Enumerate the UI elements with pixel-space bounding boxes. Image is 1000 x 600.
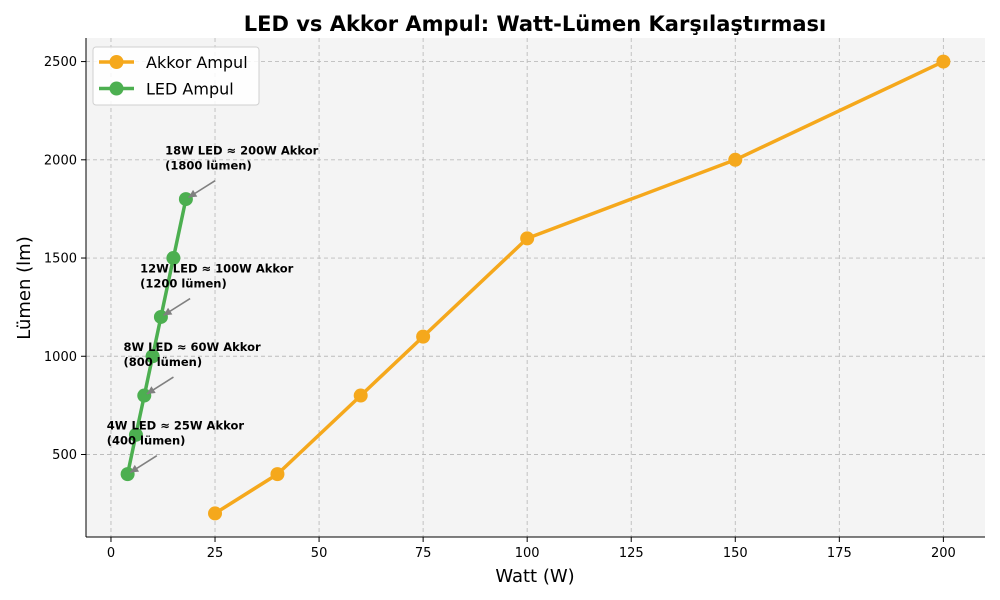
annotation-text: (800 lümen) (123, 355, 202, 369)
annotation-arrowhead (188, 189, 198, 198)
data-point (137, 388, 152, 403)
series-1 (120, 192, 193, 482)
x-tick-label: 200 (931, 546, 956, 561)
data-point (270, 467, 285, 482)
x-axis-label: Watt (W) (495, 566, 574, 587)
annotation-text: 4W LED ≈ 25W Akkor (107, 419, 245, 433)
data-point (208, 506, 223, 521)
x-tick-label: 150 (723, 546, 748, 561)
annotation-2: 12W LED ≈ 100W Akkor(1200 lümen) (140, 262, 294, 317)
series-layer (120, 54, 951, 521)
y-tick-label: 500 (52, 448, 77, 463)
annotation-text: 18W LED ≈ 200W Akkor (165, 144, 319, 158)
annotation-text: (1800 lümen) (165, 159, 252, 173)
data-point (520, 231, 535, 246)
legend-box (92, 46, 260, 106)
annotation-text: (1200 lümen) (140, 277, 227, 291)
legend: Akkor Ampul LED Ampul (92, 46, 260, 106)
data-point (728, 152, 743, 167)
annotation-0: 4W LED ≈ 25W Akkor(400 lümen) (107, 419, 245, 474)
legend-marker (109, 55, 124, 69)
x-tick-label: 0 (107, 546, 115, 561)
plot-background (86, 38, 985, 537)
y-tick-label: 1000 (44, 350, 77, 365)
data-point (178, 192, 193, 207)
legend-label: LED Ampul (146, 80, 234, 99)
data-point (166, 251, 181, 266)
annotation-3: 18W LED ≈ 200W Akkor(1800 lümen) (165, 144, 319, 199)
annotation-arrowhead (163, 307, 173, 316)
x-tick-label: 125 (619, 546, 644, 561)
data-point (416, 329, 431, 344)
data-point (353, 388, 368, 403)
y-tick-label: 2000 (44, 153, 77, 168)
annotations: 4W LED ≈ 25W Akkor(400 lümen) 8W LED ≈ 60… (107, 144, 319, 474)
annotation-arrowhead (146, 386, 156, 394)
annotation-text: 12W LED ≈ 100W Akkor (140, 262, 294, 276)
annotation-1: 8W LED ≈ 60W Akkor(800 lümen) (123, 340, 261, 395)
chart-title: LED vs Akkor Ampul: Watt-Lümen Karşılaşt… (244, 12, 827, 36)
data-point (153, 309, 168, 324)
data-point (120, 467, 135, 482)
y-tick-label: 1500 (44, 252, 77, 267)
x-tick-label: 75 (415, 546, 432, 561)
x-tick-label: 50 (311, 546, 328, 561)
legend-label: Akkor Ampul (146, 53, 248, 72)
series-0 (208, 54, 951, 521)
x-tick-label: 175 (827, 546, 852, 561)
y-tick-label: 2500 (44, 55, 77, 70)
data-point (128, 427, 143, 442)
x-tick-label: 100 (515, 546, 540, 561)
data-point (936, 54, 951, 69)
legend-marker (109, 81, 124, 96)
y-axis-label: Lümen (lm) (14, 236, 35, 339)
annotation-text: (400 lümen) (107, 434, 186, 448)
annotation-text: 8W LED ≈ 60W Akkor (123, 340, 261, 354)
data-point (145, 349, 160, 364)
x-tick-label: 25 (207, 546, 224, 561)
axes: 0 25 50 75 100 125 150 175 200 500 1000 1500 2000 250… (44, 38, 985, 561)
annotation-arrowhead (130, 464, 140, 473)
